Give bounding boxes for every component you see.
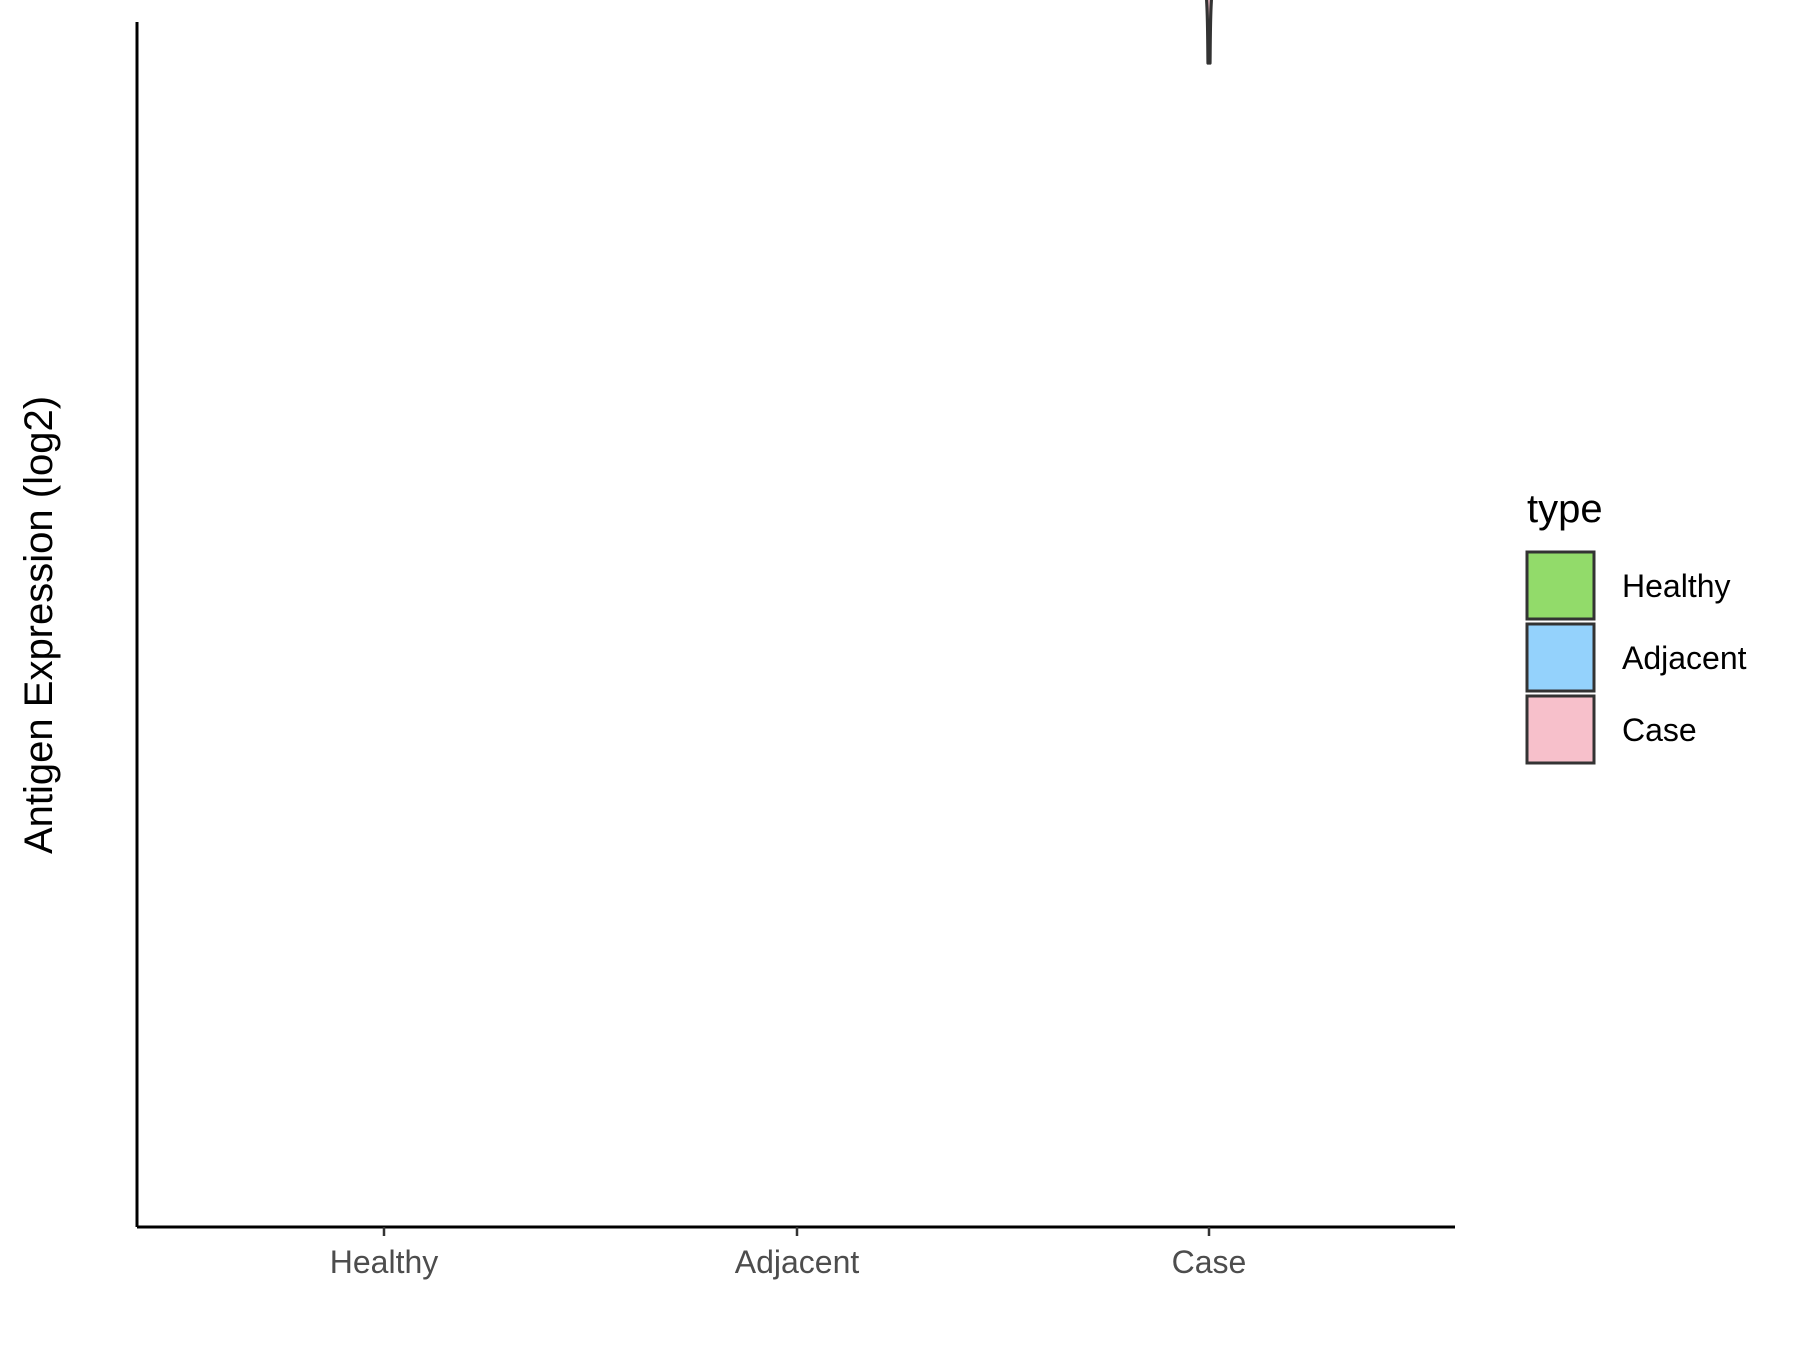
x-tick-label: Healthy xyxy=(330,1244,439,1280)
x-tick-label: Adjacent xyxy=(735,1244,860,1280)
x-ticks: Healthy Adjacent Case xyxy=(330,1227,1247,1280)
x-tick-label: Case xyxy=(1172,1244,1247,1280)
legend-swatch-adjacent xyxy=(1525,622,1596,693)
legend-label-case: Case xyxy=(1622,712,1697,748)
legend-label-adjacent: Adjacent xyxy=(1622,640,1747,676)
legend-title: type xyxy=(1527,487,1603,531)
legend-items: Healthy Adjacent Case xyxy=(1525,550,1747,765)
violins-layer xyxy=(1205,0,1213,65)
legend: type Healthy Adjacent Case xyxy=(1525,487,1747,765)
y-axis-title: Antigen Expression (log2) xyxy=(17,396,61,854)
legend-swatch-healthy xyxy=(1525,550,1596,621)
legend-swatch-case xyxy=(1525,694,1596,765)
legend-label-healthy: Healthy xyxy=(1622,568,1731,604)
violin-case xyxy=(1205,0,1213,65)
